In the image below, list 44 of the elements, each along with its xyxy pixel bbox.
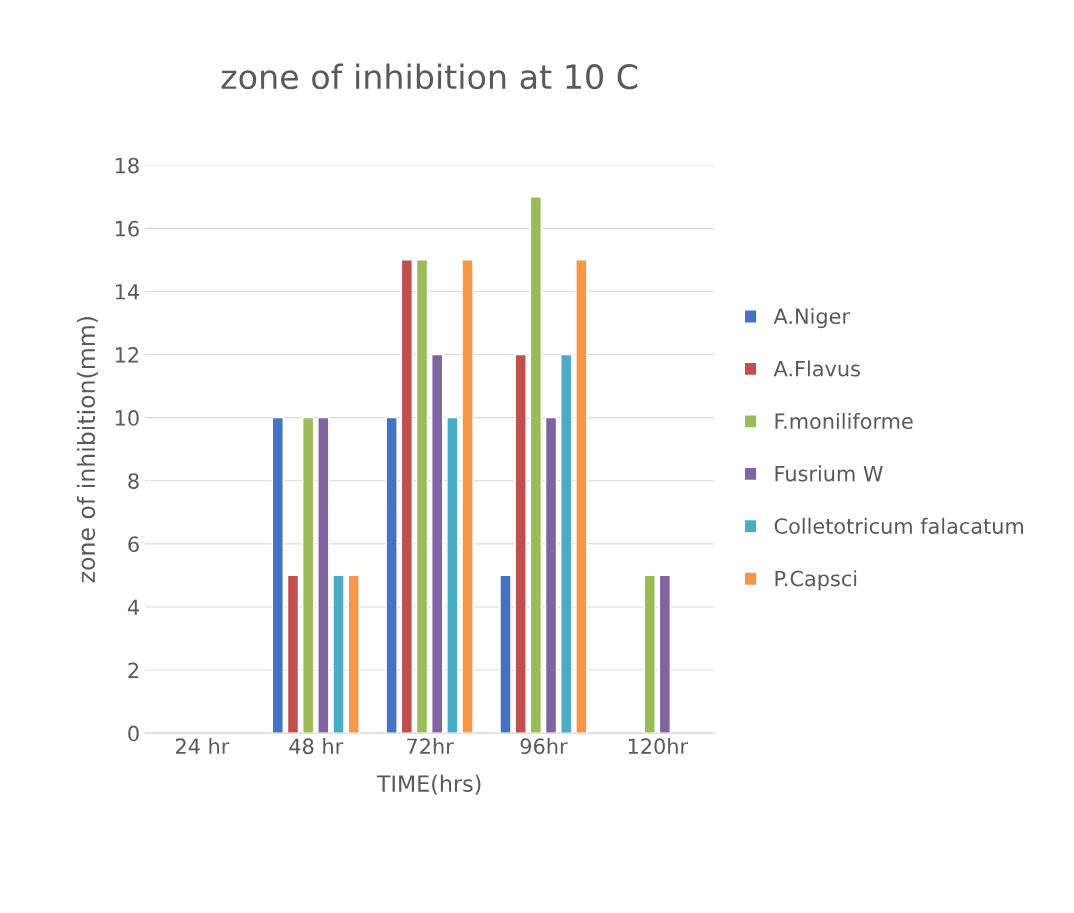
legend-label: P.Capsci (775, 570, 857, 591)
y-tick-label: 16 (115, 220, 139, 237)
bar (431, 353, 444, 734)
bar (499, 574, 512, 734)
y-tick-label: 0 (128, 725, 139, 742)
bar (400, 259, 413, 734)
bar (461, 259, 474, 734)
bar (446, 416, 459, 734)
bar (529, 196, 543, 734)
bar (643, 574, 656, 734)
y-tick-label: 2 (128, 662, 139, 678)
legend-label: F.moniliforme (775, 412, 913, 430)
x-tick-label: 96hr (520, 738, 568, 755)
chart-title: zone of inhibition at 10 C (221, 63, 638, 90)
y-tick-label: 14 (115, 284, 139, 300)
bar (658, 574, 672, 734)
bar (415, 259, 429, 734)
legend-label: A.Flavus (773, 360, 860, 377)
bar (332, 574, 345, 734)
bar (544, 416, 558, 734)
y-axis-title: zone of inhibition(mm) (76, 317, 98, 583)
bar (286, 574, 300, 734)
bar (317, 416, 330, 734)
bar (575, 259, 588, 734)
legend-label: Colletotricum falacatum (774, 517, 1023, 534)
bar (385, 416, 398, 734)
x-axis-title: TIME(hrs) (376, 774, 481, 795)
bar (347, 574, 360, 734)
y-tick-label: 6 (128, 536, 139, 553)
bar (560, 353, 573, 734)
y-tick-label: 18 (115, 157, 139, 174)
y-tick-label: 8 (128, 473, 139, 489)
x-tick-label: 24 hr (175, 738, 230, 754)
x-tick-label: 120hr (628, 738, 689, 755)
bar (514, 353, 527, 734)
x-tick-label: 48 hr (289, 738, 344, 755)
legend-label: Fusrium W (775, 465, 883, 482)
x-tick-label: 72hr (407, 738, 454, 754)
y-tick-label: 12 (115, 347, 139, 363)
bar (271, 416, 284, 734)
bar (302, 416, 315, 734)
y-tick-label: 10 (115, 410, 139, 426)
y-tick-label: 4 (127, 599, 139, 615)
legend-label: A.Niger (773, 307, 850, 329)
